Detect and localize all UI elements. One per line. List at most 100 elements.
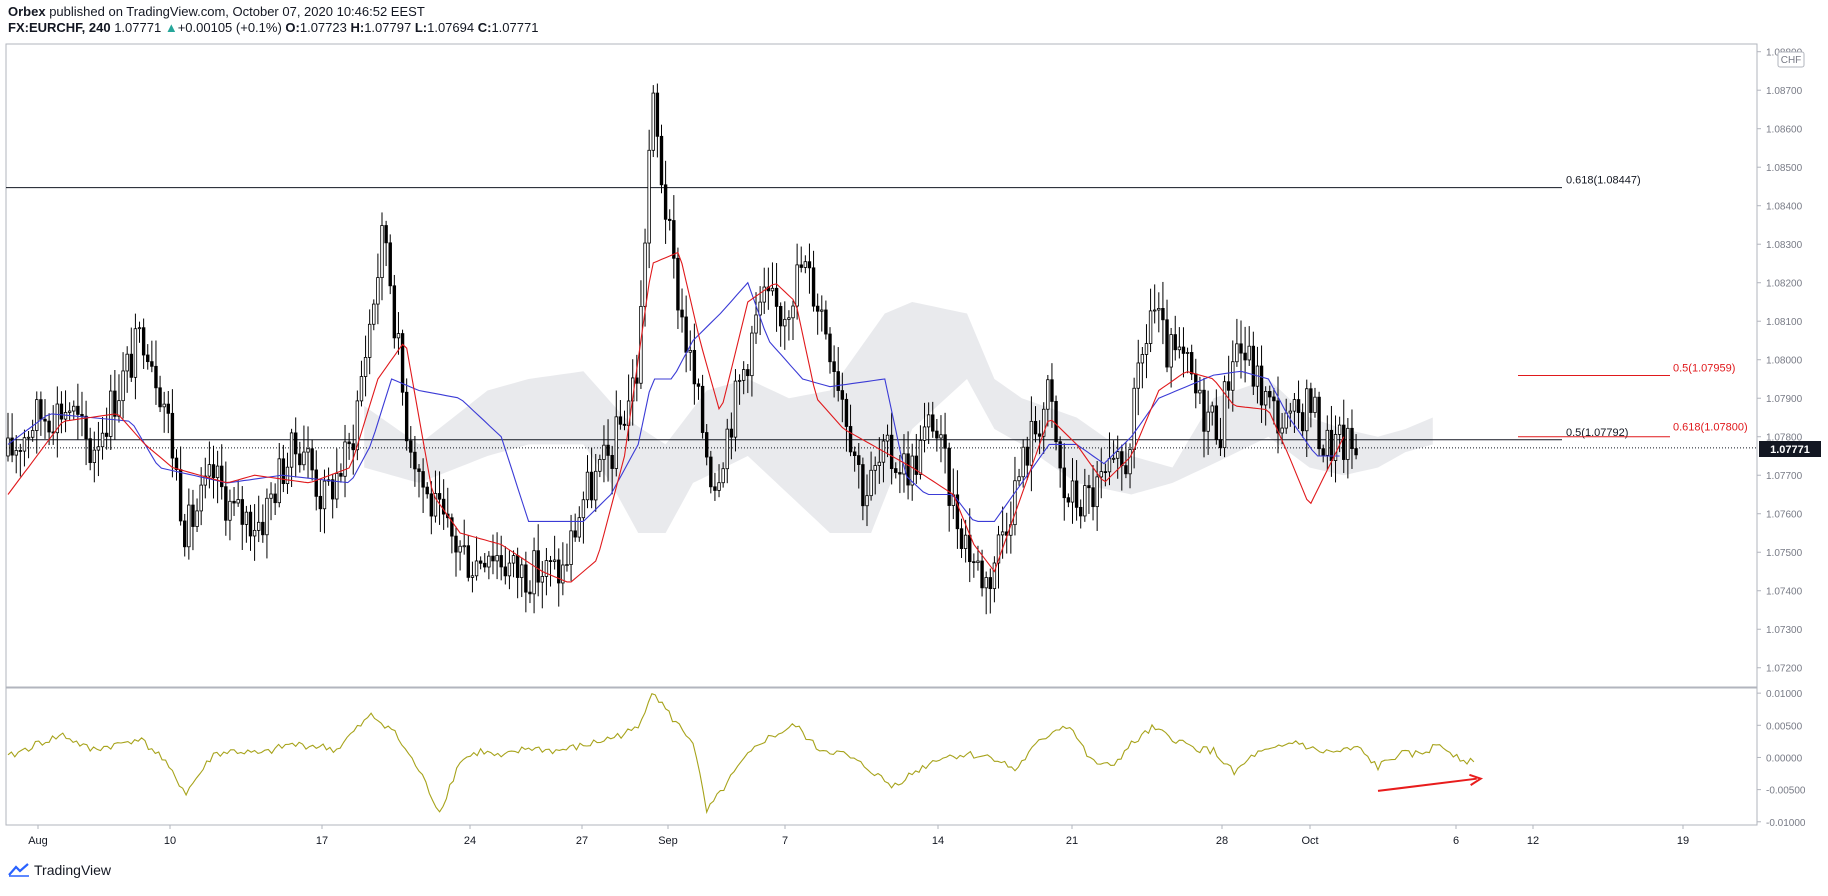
candle-body <box>55 403 60 434</box>
candle-body <box>520 564 524 578</box>
candle-body <box>1157 308 1161 311</box>
candle-body <box>113 390 117 417</box>
candle <box>943 412 947 474</box>
candle-body <box>1177 346 1182 351</box>
candle-body <box>59 403 64 420</box>
candle-body <box>1095 476 1099 508</box>
candle <box>655 83 660 158</box>
candle <box>869 451 873 501</box>
candle <box>446 487 450 528</box>
candle-body <box>811 267 816 307</box>
candle-body <box>417 468 421 472</box>
candle <box>1161 281 1165 345</box>
candle-body <box>310 448 314 471</box>
candle <box>972 553 976 578</box>
candle <box>746 363 750 394</box>
candle <box>450 513 454 554</box>
candle-body <box>988 577 992 590</box>
candle <box>1292 392 1297 433</box>
candle-body <box>581 499 586 519</box>
candle <box>273 483 277 516</box>
candle-body <box>750 332 754 377</box>
candle <box>1013 456 1017 536</box>
candle-body <box>922 426 927 441</box>
candle <box>470 561 475 593</box>
candle-body <box>906 453 910 486</box>
candle-body <box>376 277 380 305</box>
candle-body <box>898 472 902 475</box>
candle-body <box>688 349 692 353</box>
candle <box>865 474 869 527</box>
candle-body <box>1033 420 1038 435</box>
candle-body <box>1296 399 1301 413</box>
candle-body <box>351 443 355 451</box>
candle-body <box>1202 389 1206 432</box>
candle-body <box>717 482 721 491</box>
candle <box>195 498 199 533</box>
candle-body <box>1317 396 1321 450</box>
footer-brand[interactable]: TradingView <box>8 862 111 878</box>
candle <box>659 124 664 194</box>
candle <box>318 479 323 532</box>
candle-body <box>39 399 43 420</box>
candle-body <box>363 357 368 377</box>
candle-body <box>302 451 306 466</box>
candle-body <box>495 555 499 562</box>
candle <box>483 552 487 573</box>
candle <box>1037 420 1042 455</box>
candle-body <box>668 218 672 221</box>
candle-body <box>552 559 557 562</box>
candle-body <box>1103 471 1108 474</box>
candle-body <box>939 434 943 439</box>
candle-body <box>528 591 532 595</box>
candle-body <box>187 504 191 548</box>
cloud-area <box>364 301 1433 533</box>
candle-body <box>524 564 528 593</box>
candle <box>104 407 109 450</box>
candle <box>663 160 668 244</box>
candle-body <box>104 432 109 437</box>
candle <box>713 472 717 501</box>
candle <box>6 412 10 462</box>
candle <box>1165 299 1169 373</box>
candle <box>339 463 343 483</box>
candle-body <box>1111 457 1116 460</box>
candle-body <box>861 464 865 507</box>
tradingview-logo-icon <box>8 863 29 877</box>
candle <box>783 301 787 350</box>
candle-body <box>585 471 590 501</box>
candle <box>1169 327 1173 388</box>
candle-body <box>709 456 713 488</box>
candle <box>955 470 960 549</box>
candle <box>836 347 840 402</box>
candle-body <box>1346 427 1350 460</box>
candle-body <box>14 450 18 456</box>
candle <box>577 506 581 542</box>
candle <box>72 400 76 420</box>
candle <box>228 489 232 541</box>
price-tick-label: 1.08400 <box>1766 202 1803 213</box>
open-label: O: <box>285 20 300 35</box>
candle-body <box>503 566 508 577</box>
candle <box>1235 318 1239 367</box>
candle <box>298 441 302 473</box>
candle-body <box>1140 354 1145 364</box>
candle <box>1210 401 1214 426</box>
candle-body <box>622 423 627 426</box>
indicator-lines <box>7 251 1345 583</box>
candle <box>832 345 836 398</box>
candle <box>174 449 179 481</box>
candle <box>1099 448 1103 499</box>
candle <box>146 344 150 370</box>
ichimoku-cloud <box>364 301 1433 533</box>
candle <box>1342 399 1346 474</box>
candle <box>380 212 384 301</box>
candle-body <box>158 387 162 408</box>
candle-body <box>1042 408 1046 437</box>
candle <box>1300 403 1305 438</box>
candle <box>959 518 964 558</box>
candle <box>1181 327 1186 378</box>
candle <box>737 374 742 405</box>
